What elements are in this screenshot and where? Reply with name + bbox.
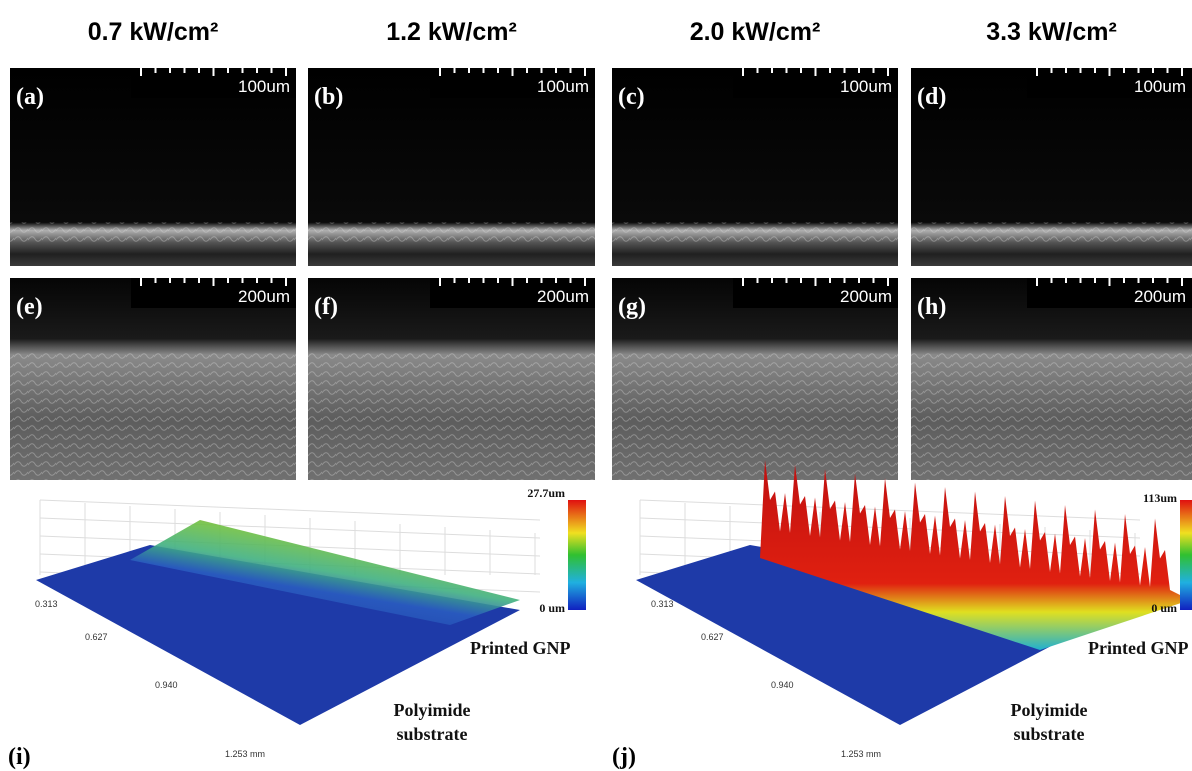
panel-label: (d) [917,84,946,110]
scale-label: 100um [1134,77,1186,96]
sem-texture [911,222,1192,242]
substrate-label: substrate [1014,724,1085,744]
sem-texture [612,351,898,480]
plot-grid [40,518,540,538]
color-bar-min: 0 um [539,601,565,615]
sem-texture [612,222,898,242]
color-bar [568,500,586,610]
substrate-label: Polyimide [1011,700,1088,720]
panel-label: (i) [8,744,31,770]
column-header: 3.3 kW/cm² [986,18,1117,46]
panel-label: (c) [618,84,645,110]
axis-tick-label: 0.627 [85,632,108,642]
axis-tick-label: 1.253 mm [841,749,881,759]
scale-label: 200um [238,287,290,306]
scale-label: 100um [537,77,589,96]
panel-label: (b) [314,84,343,110]
sem-texture [911,351,1192,480]
scale-label: 100um [840,77,892,96]
gnp-label: Printed GNP [470,638,571,658]
scale-label: 100um [238,77,290,96]
sem-texture [10,222,296,242]
profile-plot: 0.313 0.627 0.940 1.253 mm 27.7um 0 um Printed… [8,486,586,770]
column-header: 1.2 kW/cm² [386,18,517,46]
axis-tick-label: 0.313 [651,599,674,609]
sem-texture [10,351,296,480]
panel-label: (g) [618,294,646,320]
axis-tick-label: 0.940 [771,680,794,690]
color-bar-max: 27.7um [527,486,565,500]
column-header: 2.0 kW/cm² [690,18,821,46]
page: 0.7 kW/cm² 1.2 kW/cm² 2.0 kW/cm² 3.3 kW/cm²… [0,0,1192,771]
sem-texture [308,222,595,242]
substrate-label: Polyimide [394,700,471,720]
axis-tick-label: 0.627 [701,632,724,642]
panel-label: (j) [612,744,636,770]
column-header: 0.7 kW/cm² [88,18,219,46]
scale-label: 200um [1134,287,1186,306]
plot-grid [40,500,540,520]
gnp-label: Printed GNP [1088,638,1189,658]
axis-tick-label: 1.253 mm [225,749,265,759]
panel-label: (a) [16,84,44,110]
figure: 0.7 kW/cm² 1.2 kW/cm² 2.0 kW/cm² 3.3 kW/cm²… [0,0,1192,771]
sem-texture [308,351,595,480]
scale-label: 200um [537,287,589,306]
panel-label: (h) [917,294,946,320]
axis-tick-label: 0.313 [35,599,58,609]
panel-label: (e) [16,294,43,320]
color-bar [1180,500,1192,610]
profile-plot: 0.313 0.627 0.940 1.253 mm 113um 0 um Printed … [612,460,1192,770]
axis-tick-label: 0.940 [155,680,178,690]
substrate-label: substrate [397,724,468,744]
color-bar-max: 113um [1143,491,1177,505]
scale-label: 200um [840,287,892,306]
color-bar-min: 0 um [1151,601,1177,615]
panel-label: (f) [314,294,338,320]
